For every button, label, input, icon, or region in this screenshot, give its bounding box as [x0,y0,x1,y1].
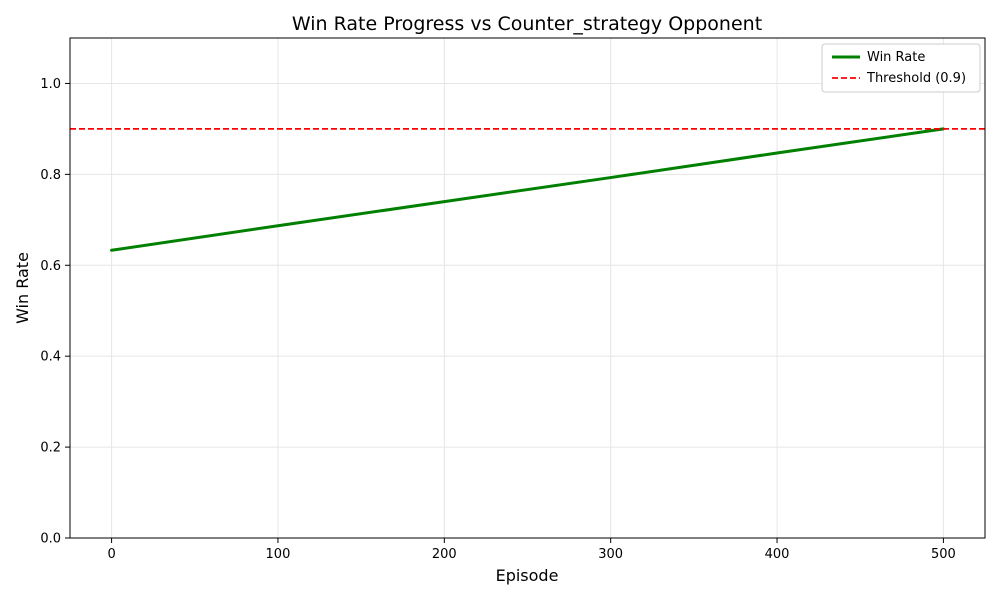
y-tick-label: 0.4 [40,350,61,365]
x-axis-label: Episode [496,566,559,585]
x-tick-label: 200 [432,547,457,562]
legend-box [821,43,981,93]
y-tick-label: 1.0 [40,77,61,92]
plot-frame [69,37,986,539]
y-tick-label: 0.2 [40,441,61,456]
legend: Win Rate Threshold (0.9) [821,43,981,93]
y-axis-label: Win Rate [13,252,32,324]
x-tick-label: 0 [107,547,115,562]
y-tick-label: 0.0 [40,532,61,547]
x-tick-label: 500 [931,547,956,562]
plot-marks [70,127,985,252]
y-tick-label: 0.8 [40,168,61,183]
y-tick-label: 0.6 [40,259,61,274]
chart-title: Win Rate Progress vs Counter_strategy Op… [292,13,762,35]
x-tick-label: 100 [266,547,291,562]
x-tick-label: 300 [598,547,623,562]
win-rate-series-line [110,127,945,252]
legend-win-rate-label: Win Rate [867,50,925,65]
x-tick-label: 400 [765,547,790,562]
legend-threshold-label: Threshold (0.9) [866,71,966,86]
axis-ticks: 0 100 200 300 400 500 0.0 0.2 0.4 0.6 0.8 1.0 [40,77,956,562]
